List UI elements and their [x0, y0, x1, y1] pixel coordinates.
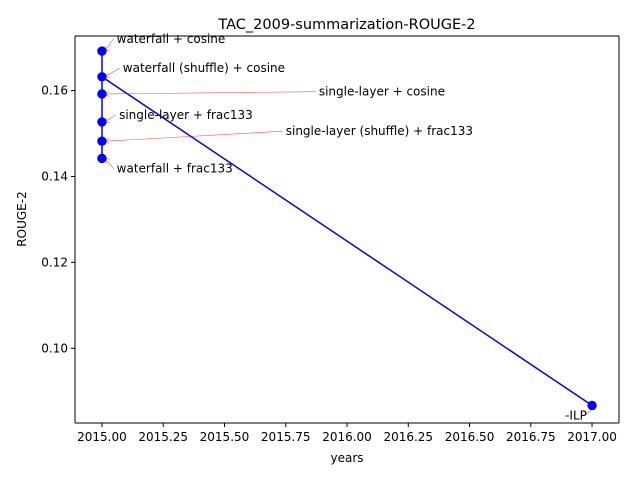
- annotation-arrow: [104, 67, 120, 78]
- y-tick-label: 0.12: [41, 255, 68, 269]
- x-tick-label: 2016.50: [445, 430, 495, 444]
- data-point: [97, 136, 107, 146]
- annotation-arrow: [104, 38, 114, 52]
- x-tick-label: 2015.25: [138, 430, 188, 444]
- x-tick-label: 2017.00: [567, 430, 617, 444]
- x-tick-label: 2015.75: [261, 430, 311, 444]
- data-label: waterfall (shuffle) + cosine: [123, 61, 285, 75]
- annotation-arrow: [104, 91, 316, 95]
- x-tick-label: 2015.00: [77, 430, 127, 444]
- data-point: [97, 89, 107, 99]
- y-tick-label: 0.14: [41, 169, 68, 183]
- x-tick-label: 2016.25: [383, 430, 433, 444]
- data-point: [97, 46, 107, 56]
- plot-area: 2015.00 2015.25 2015.50 2015.75 2016.00 2016.…: [41, 32, 620, 444]
- annotation-arrow: [104, 158, 114, 169]
- x-tick-label: 2016.00: [322, 430, 372, 444]
- data-label: single-layer (shuffle) + frac133: [286, 124, 473, 138]
- annotation-arrow: [104, 114, 117, 123]
- data-point: [97, 153, 107, 164]
- y-tick-label: 0.16: [41, 84, 68, 98]
- x-tick-label: 2015.50: [200, 430, 250, 444]
- data-label: waterfall + frac133: [117, 162, 233, 176]
- y-tick-label: 0.10: [41, 341, 68, 355]
- x-axis-label: years: [330, 451, 363, 465]
- data-label: single-layer + cosine: [319, 85, 445, 99]
- data-point: [97, 72, 107, 82]
- chart-title: TAC_2009-summarization-ROUGE-2: [217, 17, 475, 33]
- y-axis-label: ROUGE-2: [15, 191, 29, 246]
- annotation-arrow: [104, 130, 283, 142]
- data-point: [587, 400, 597, 411]
- data-label: waterfall + cosine: [117, 32, 226, 46]
- data-label: -ILP: [565, 409, 587, 423]
- data-point: [97, 117, 107, 127]
- data-label: single-layer + frac133: [119, 108, 253, 122]
- x-tick-label: 2016.75: [506, 430, 556, 444]
